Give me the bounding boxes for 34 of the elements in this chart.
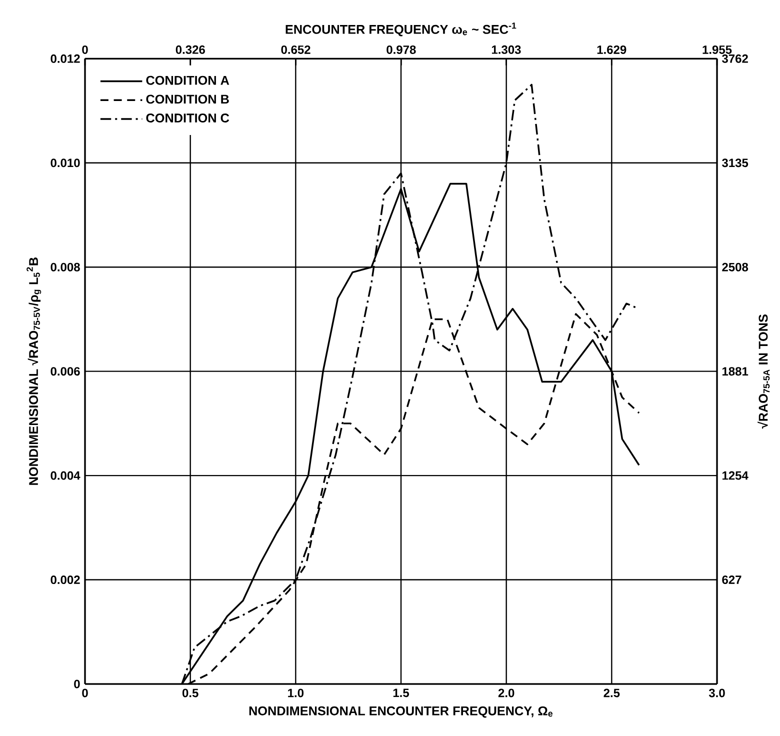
y2-tick-label: 3135 [722,158,748,168]
y-axis-title: NONDIMENSIONAL √RAO$_{75-5V}$/ρ$_{g}$ L$_{5}$$^{2}$B [26,258,42,485]
y-tick-label: 0 [74,680,80,688]
x2-tick-label: 0.326 [176,45,205,54]
x-tick-label: 0.5 [182,688,198,698]
x-tick-label: 0 [82,688,88,698]
y2-tick-label: 627 [722,576,742,584]
y2-tick-label: 1881 [722,367,748,376]
x2-tick-label: 1.303 [492,45,521,54]
y2-tick-label: 2508 [722,262,748,272]
x-tick-label: 3.0 [708,688,725,698]
legend-label: CONDITION A [146,76,230,85]
y-tick-label: 0.012 [50,54,80,63]
y2-axis-title: √RAO$_{75-5A}$ IN TONS [758,314,770,429]
y-tick-label: 0.002 [50,576,80,584]
x2-tick-label: 1.629 [597,45,626,54]
x2-tick-label: 0.978 [386,45,416,54]
x2-tick-label: 0 [82,45,88,54]
x-tick-label: 1.0 [288,688,304,698]
y2-tick-label: 3762 [722,54,748,63]
x2-axis-title: ENCOUNTER FREQUENCY ω$_{e}$ ~ SEC$^{-1}$ [286,22,516,36]
y-tick-label: 0.008 [50,262,80,272]
x-tick-label: 2.0 [498,688,514,698]
y2-tick-label: 1254 [722,471,748,480]
y-tick-label: 0.010 [50,158,80,168]
legend-label: CONDITION B [146,94,229,104]
y-tick-label: 0.006 [50,367,80,376]
x2-tick-label: 1.955 [702,45,732,54]
x2-tick-label: 0.652 [281,45,310,54]
x-tick-label: 1.5 [393,688,410,698]
x-axis-title: NONDIMENSIONAL ENCOUNTER FREQUENCY, Ω$_{e}$ [249,706,553,718]
legend-label: CONDITION C [146,114,230,123]
y-tick-label: 0.004 [50,471,80,480]
x-tick-label: 2.5 [604,688,620,698]
